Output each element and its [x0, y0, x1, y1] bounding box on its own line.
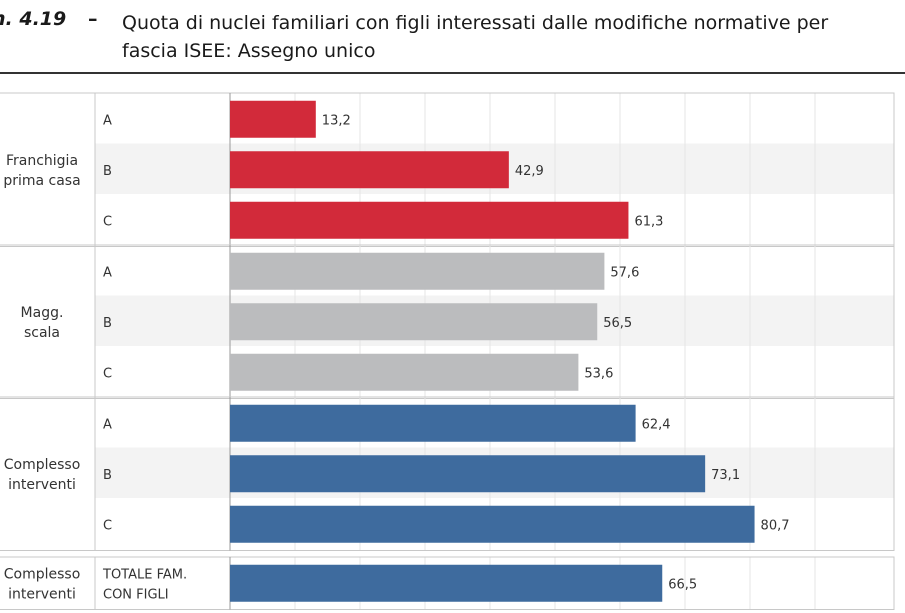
bar	[230, 252, 605, 290]
group-label: Franchigia	[6, 153, 78, 169]
group-label: interventi	[8, 586, 76, 602]
group-label: Complesso	[4, 457, 81, 473]
category-label: C	[103, 366, 112, 381]
bar	[230, 455, 706, 493]
group-label: scala	[24, 325, 60, 341]
category-label: TOTALE FAM.	[102, 567, 187, 582]
value-label: 57,6	[610, 265, 639, 280]
group-label: prima casa	[3, 173, 80, 189]
bar	[230, 505, 755, 543]
category-label: A	[103, 113, 112, 128]
category-label: A	[103, 265, 112, 280]
group-frame	[0, 92, 895, 247]
category-label: C	[103, 518, 112, 533]
caption-rule	[0, 72, 905, 74]
category-label: B	[103, 316, 112, 331]
group-frame	[0, 556, 895, 610]
value-label: 80,7	[761, 518, 790, 533]
figure-title: Quota di nuclei familiari con figli inte…	[122, 9, 905, 65]
group-label: interventi	[8, 477, 76, 493]
value-label: 42,9	[515, 164, 544, 179]
figure-number: n. 4.19	[0, 8, 67, 30]
value-label: 13,2	[322, 113, 351, 128]
category-label: B	[103, 164, 112, 179]
value-label: 61,3	[634, 214, 663, 229]
bar	[230, 353, 579, 391]
value-label: 66,5	[668, 577, 697, 592]
group-label: Complesso	[4, 566, 81, 582]
group-label: Magg.	[21, 305, 64, 321]
bar	[230, 201, 629, 239]
bar	[230, 404, 636, 442]
value-label: 62,4	[642, 417, 671, 432]
group-frame	[0, 244, 895, 399]
value-label: 73,1	[711, 468, 740, 483]
bar	[230, 100, 316, 138]
value-label: 56,5	[603, 316, 632, 331]
group-frame	[0, 396, 895, 551]
category-label: A	[103, 417, 112, 432]
figure-title-line-2: fascia ISEE: Assegno unico	[122, 40, 376, 62]
category-label: CON FIGLI	[103, 587, 169, 602]
bar	[230, 303, 598, 341]
category-label: B	[103, 468, 112, 483]
figure-title-line-1: Quota di nuclei familiari con figli inte…	[122, 12, 829, 34]
bar	[230, 151, 509, 189]
value-label: 53,6	[584, 366, 613, 381]
category-label: C	[103, 214, 112, 229]
bar	[230, 564, 663, 602]
caption-dash: –	[88, 8, 98, 30]
